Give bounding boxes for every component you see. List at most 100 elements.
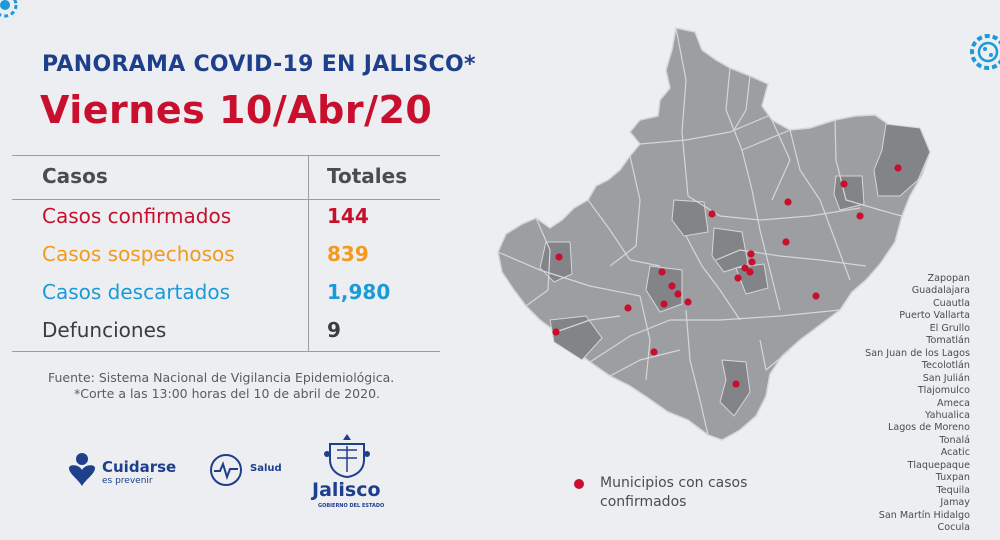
municipality-list-item: San Juan de los Lagos [865,347,970,359]
municipality-list-item: Guadalajara [911,285,970,297]
table-divider-bottom [12,351,440,352]
municipal-border [834,119,903,217]
confirmed-case-marker [747,250,755,258]
highlighted-municipality [833,175,865,211]
confirmed-case-marker [650,348,658,356]
confirmed-case-marker [748,258,756,266]
table-row-value: 1,980 [327,280,391,304]
confirmed-case-marker [856,212,864,220]
page-title: PANORAMA COVID-19 EN JALISCO* [42,52,476,77]
salud-logo-text: Salud [250,463,282,474]
municipal-border [685,235,741,321]
highlighted-municipality [873,123,931,197]
municipal-border [675,27,689,197]
confirmed-case-marker [555,253,563,261]
municipal-border [609,349,681,377]
municipality-list-item: Ameca [937,397,970,409]
municipality-list-item: Jamay [940,497,970,509]
municipal-border [587,199,661,267]
municipal-border [733,75,751,131]
municipality-list-item: Tecolotlán [921,360,970,372]
column-header-totales: Totales [327,164,408,188]
municipal-border [741,149,781,311]
municipality-list-item: Tonalá [939,434,970,446]
municipality-list-item: El Grullo [929,322,970,334]
confirmed-case-marker [734,274,742,282]
municipality-list-item: Cocula [937,522,970,534]
date-heading: Viernes 10/Abr/20 [40,88,433,132]
confirmed-case-marker [741,264,749,272]
municipal-border [497,251,641,297]
confirmed-case-marker [552,328,560,336]
municipal-border [639,295,651,381]
cuidarse-logo-subtext: es prevenir [102,476,153,486]
confirmed-case-markers [552,164,902,388]
cuidarse-logo-icon [69,453,95,486]
highlighted-municipality [549,315,603,361]
confirmed-case-marker [812,292,820,300]
jalisco-logo-subtext: GOBIERNO DEL ESTADO [318,503,385,509]
municipality-list-item: Yahualica [925,409,970,421]
legend-dot [574,479,584,489]
municipality-list-item: Tuxpan [935,472,970,484]
municipal-border [715,249,867,267]
cuidarse-logo-text: Cuidarse [102,458,177,476]
confirmed-case-marker [782,238,790,246]
table-divider-header [12,199,440,200]
municipality-list-item: Cuautla [932,297,970,309]
municipality-list-item: Tequila [936,484,970,496]
table-row-label: Casos descartados [42,280,230,304]
municipality-list-item: Acatic [940,447,970,459]
cutoff-note: *Corte a las 13:00 horas del 10 de abril… [74,386,381,401]
confirmed-case-marker [784,198,792,206]
highlighted-municipality [671,199,709,237]
municipal-border [771,119,791,201]
virus-icon-top-left [0,0,18,18]
table-column-divider [308,155,309,351]
jalisco-coat-of-arms-icon [324,434,370,478]
municipal-border [759,339,791,372]
confirmed-case-marker [708,210,716,218]
table-row-value: 839 [327,242,369,266]
jalisco-municipalities-map [497,27,931,441]
municipal-border [609,155,641,267]
municipality-list-item: Lagos de Moreno [887,422,970,434]
municipal-border [589,309,841,363]
table-row-value: 144 [327,204,369,228]
confirmed-case-marker [840,180,848,188]
municipal-border [555,315,621,333]
municipal-borders [497,27,903,436]
municipal-border [525,217,551,307]
table-row-value: 9 [327,318,341,342]
highlighted-municipality [735,263,769,295]
municipalities-list: Zapopan Guadalajara Cuautla Puerto Vallarta… [865,273,970,535]
legend-label: Municipios con casos confirmados [600,475,748,510]
municipality-list-item: San Julián [922,372,970,384]
source-note: Fuente: Sistema Nacional de Vigilancia E… [48,370,395,385]
municipal-border [639,115,769,145]
municipality-list-item: Tlajomulco [917,385,970,397]
table-row-label: Casos sospechosos [42,242,235,266]
confirmed-case-marker [668,282,676,290]
jalisco-logo-text: Jalisco [312,479,381,501]
confirmed-case-marker [624,304,632,312]
virus-icon-top-right [970,34,1000,70]
municipality-list-item: Zapopan [927,273,970,284]
highlighted-municipality [719,359,751,417]
confirmed-case-marker [684,298,692,306]
confirmed-case-marker [732,380,740,388]
municipality-list-item: San Martín Hidalgo [878,509,970,521]
highlighted-municipalities [539,123,931,417]
confirmed-case-marker [660,300,668,308]
table-row-label: Casos confirmados [42,204,232,228]
municipal-border [687,195,861,221]
municipality-list-item: Tlaquepaque [907,459,970,471]
confirmed-case-marker [894,164,902,172]
municipal-border [685,309,709,436]
confirmed-case-marker [658,268,666,276]
municipal-border [789,129,851,281]
table-divider-top [12,155,440,156]
highlighted-municipality [645,265,683,313]
salud-logo-icon [210,454,242,486]
table-row-label: Defunciones [42,318,167,342]
